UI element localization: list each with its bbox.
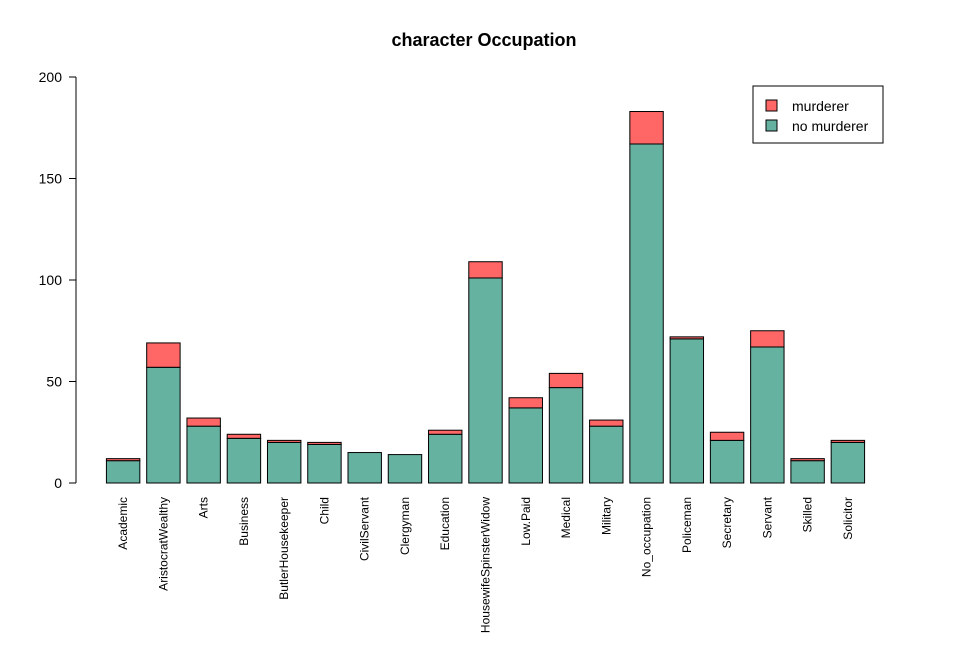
legend-swatch	[765, 99, 778, 112]
y-tick-label: 0	[54, 475, 62, 491]
bar-murderer	[830, 439, 866, 443]
bar-murderer	[709, 431, 745, 441]
x-tick-label: Business	[237, 497, 251, 546]
bar-no-murderer	[629, 143, 664, 484]
bar-murderer	[790, 458, 825, 462]
legend: murderer no murderer	[752, 85, 884, 144]
y-tick-label: 100	[39, 272, 63, 288]
bar-no-murderer	[709, 439, 745, 484]
y-axis: 0 50 100 150 200	[39, 69, 77, 491]
bar-no-murderer	[468, 277, 503, 484]
bar-murderer	[750, 330, 785, 348]
legend-box	[752, 85, 884, 144]
x-tick-label: HousewifeSpinsterWidow	[479, 497, 493, 633]
y-tick-label: 150	[39, 171, 63, 187]
bar-no-murderer	[226, 437, 262, 484]
x-tick-label: Education	[438, 497, 452, 550]
bar-murderer	[508, 397, 543, 409]
y-tick-label: 200	[39, 69, 63, 85]
bar-murderer	[629, 111, 664, 145]
chart-title: character Occupation	[391, 30, 576, 50]
x-tick-label: Child	[317, 497, 331, 524]
bar-murderer	[226, 433, 262, 439]
bar-murderer	[307, 441, 342, 445]
bar-no-murderer	[387, 454, 423, 484]
x-tick-label: AristocratWealthy	[156, 497, 170, 591]
bar-murderer	[146, 342, 181, 368]
bar-murderer	[669, 336, 705, 340]
x-tick-label: Academic	[116, 497, 130, 550]
bar-no-murderer	[146, 366, 181, 484]
x-tick-label: Policeman	[680, 497, 694, 553]
x-tick-label: Medical	[559, 497, 573, 538]
bar-no-murderer	[750, 346, 785, 484]
bar-no-murderer	[830, 441, 866, 484]
bar-no-murderer	[548, 387, 584, 484]
x-tick-label: CivilServant	[358, 496, 372, 561]
x-tick-label: Servant	[760, 496, 774, 538]
bar-murderer	[428, 429, 463, 435]
x-tick-label: No_occupation	[640, 497, 654, 577]
bar-no-murderer	[307, 443, 342, 484]
bar-no-murderer	[105, 460, 141, 484]
x-tick-label: Solicitor	[841, 497, 855, 540]
bar-murderer	[548, 372, 584, 389]
bar-murderer	[589, 419, 624, 427]
x-axis-labels: Academic AristocratWealthy Arts Business But…	[116, 496, 855, 633]
bar-no-murderer	[669, 338, 705, 484]
legend-label: no murderer	[792, 118, 869, 134]
bar-no-murderer	[347, 452, 382, 484]
bar-no-murderer	[266, 441, 302, 484]
y-tick-label: 50	[46, 374, 62, 390]
bar-no-murderer	[790, 460, 825, 484]
x-tick-label: ButlerHousekeeper	[277, 497, 291, 600]
bar-murderer	[468, 261, 503, 279]
x-tick-label: Skilled	[801, 497, 815, 532]
bars	[105, 111, 866, 484]
bar-murderer	[186, 417, 221, 427]
bar-no-murderer	[428, 433, 463, 484]
bar-murderer	[266, 439, 302, 443]
bar-no-murderer	[508, 407, 543, 484]
bar-no-murderer	[186, 425, 221, 484]
x-tick-label: Clergyman	[398, 497, 412, 555]
bar-no-murderer	[589, 425, 624, 484]
bar-murderer	[105, 458, 141, 462]
legend-swatch	[765, 119, 778, 132]
x-tick-label: Low.Paid	[519, 497, 533, 546]
x-tick-label: Secretary	[720, 497, 734, 548]
x-tick-label: Military	[599, 497, 613, 535]
x-tick-label: Arts	[197, 497, 211, 518]
legend-label: murderer	[792, 98, 849, 114]
